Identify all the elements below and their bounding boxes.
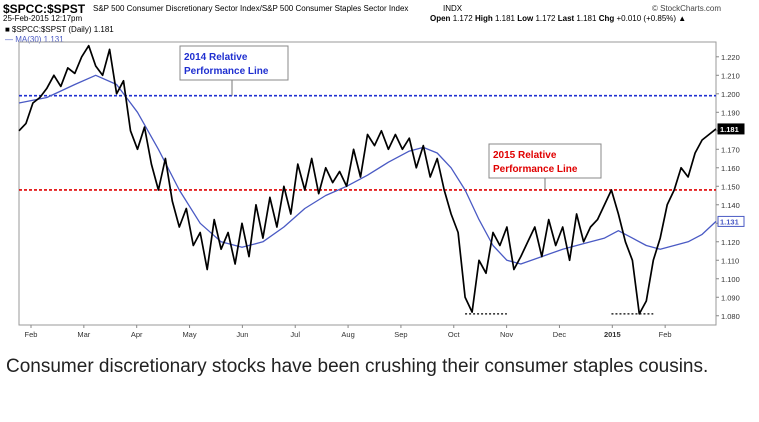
y-tick-label: 1.090 <box>721 293 740 302</box>
annotation-2014-line1: 2014 Relative <box>184 52 248 63</box>
x-tick-label: Mar <box>77 330 90 339</box>
x-tick-label: Apr <box>131 330 143 339</box>
x-tick-label: May <box>182 330 196 339</box>
y-tick-label: 1.190 <box>721 108 740 117</box>
x-tick-label: Feb <box>25 330 38 339</box>
high-value: 1.181 <box>494 14 515 23</box>
low-value: 1.172 <box>535 14 556 23</box>
annotation-2015-box <box>488 143 602 179</box>
y-tick-label: 1.200 <box>721 90 740 99</box>
chg-value: +0.010 (+0.85%) ▲ <box>616 14 687 23</box>
annotation-2015-line2: Performance Line <box>493 164 578 175</box>
price-last-value: 1.181 <box>720 125 739 134</box>
y-tick-label: 1.210 <box>721 71 740 80</box>
annotation-2014-box <box>179 45 289 81</box>
legend-ma: — MA(30) 1.131 <box>5 35 64 44</box>
y-tick-label: 1.170 <box>721 145 740 154</box>
low-label: Low <box>517 14 534 23</box>
x-tick-label: Feb <box>659 330 672 339</box>
x-tick-label: Sep <box>394 330 407 339</box>
x-tick-label: Oct <box>448 330 461 339</box>
annotation-2015-line1: 2015 Relative <box>493 150 557 161</box>
chart-symbol: $SPCC:$SPST <box>3 2 86 16</box>
y-tick-label: 1.220 <box>721 53 740 62</box>
chart-exchange: INDX <box>443 4 463 13</box>
ma30-series-line <box>18 74 717 265</box>
plot-frame <box>18 41 717 326</box>
price-series-line <box>18 44 717 315</box>
ma-last-value: 1.131 <box>720 217 739 226</box>
y-tick-label: 1.080 <box>721 312 740 321</box>
chart-description: S&P 500 Consumer Discretionary Sector In… <box>93 4 409 13</box>
x-tick-label: Dec <box>553 330 567 339</box>
y-tick-label: 1.110 <box>721 256 739 265</box>
last-label: Last <box>557 14 575 23</box>
y-tick-label: 1.140 <box>721 201 740 210</box>
chart-date: 25-Feb-2015 12:17pm <box>3 14 83 23</box>
open-value: 1.172 <box>452 14 473 23</box>
x-tick-label: Aug <box>341 330 354 339</box>
y-tick-label: 1.150 <box>721 182 740 191</box>
x-tick-label: Jul <box>290 330 300 339</box>
price-last-tag <box>717 123 745 135</box>
legend-series: ■ $SPCC:$SPST (Daily) 1.181 <box>5 25 114 34</box>
last-value: 1.181 <box>576 14 597 23</box>
stockcharts-logo: © StockCharts.com <box>652 4 722 13</box>
y-tick-label: 1.120 <box>721 238 740 247</box>
ma-last-tag <box>717 215 745 227</box>
caption: Consumer discretionary stocks have been … <box>6 356 709 377</box>
open-label: Open <box>430 14 451 23</box>
x-tick-label: Jun <box>236 330 248 339</box>
high-label: High <box>474 14 493 23</box>
chart-svg: 1.2201.2101.2001.1901.1801.1701.1601.150… <box>18 41 745 339</box>
y-tick-label: 1.160 <box>721 164 740 173</box>
y-tick-label: 1.100 <box>721 275 740 284</box>
chart-panel: $SPCC:$SPST S&P 500 Consumer Discretiona… <box>3 2 745 339</box>
annotation-2014-line2: Performance Line <box>184 66 269 77</box>
x-tick-label: Nov <box>500 330 514 339</box>
chg-label: Chg <box>598 14 615 23</box>
quote-bar: Open 1.172 High 1.181 Low 1.172 Last 1.1… <box>430 14 686 23</box>
x-tick-label: 2015 <box>604 330 621 339</box>
